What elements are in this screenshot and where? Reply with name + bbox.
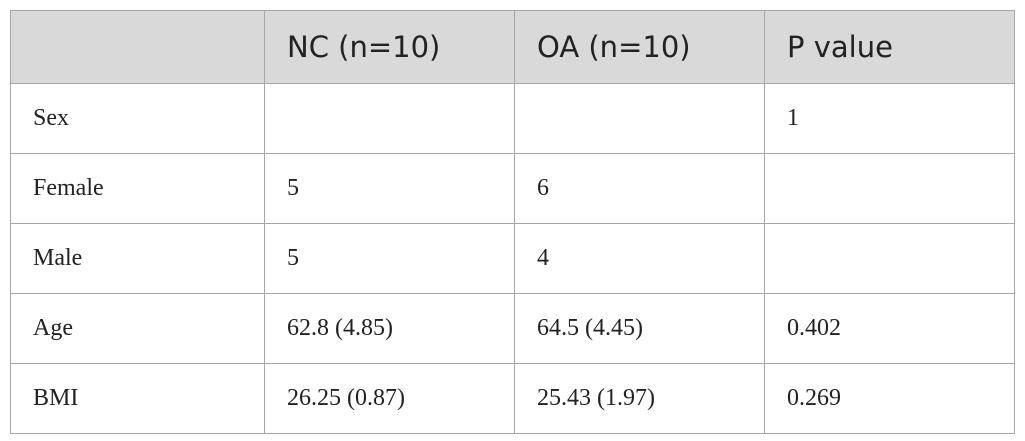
header-cell: P value: [764, 10, 1015, 84]
table-cell: 0.269: [764, 363, 1015, 434]
table-cell: 0.402: [764, 293, 1015, 364]
table-cell: 64.5 (4.45): [514, 293, 765, 364]
table-cell: 5: [264, 223, 515, 294]
table-cell: 62.8 (4.85): [264, 293, 515, 364]
table-cell: [514, 83, 765, 154]
row-label: Sex: [10, 83, 265, 154]
row-label: BMI: [10, 363, 265, 434]
table-cell: 5: [264, 153, 515, 224]
table-header: NC (n=10) OA (n=10) P value: [10, 10, 1015, 84]
data-table: NC (n=10) OA (n=10) P value Sex 1 Female 5 6 Ma…: [10, 10, 1015, 434]
table-row: Male 5 4: [10, 223, 1015, 294]
header-row: NC (n=10) OA (n=10) P value: [10, 10, 1015, 84]
table-cell: 6: [514, 153, 765, 224]
header-cell: NC (n=10): [264, 10, 515, 84]
table-row: Age 62.8 (4.85) 64.5 (4.45) 0.402: [10, 293, 1015, 364]
table-cell: 4: [514, 223, 765, 294]
row-label: Female: [10, 153, 265, 224]
table-cell: 1: [764, 83, 1015, 154]
table-row: BMI 26.25 (0.87) 25.43 (1.97) 0.269: [10, 363, 1015, 434]
table-row: Female 5 6: [10, 153, 1015, 224]
header-cell: [10, 10, 265, 84]
row-label: Age: [10, 293, 265, 364]
table-cell: 26.25 (0.87): [264, 363, 515, 434]
table-body: Sex 1 Female 5 6 Male 5 4 Age 62.8 (4.85) 64.5 (4.…: [10, 83, 1015, 434]
table-cell: [264, 83, 515, 154]
table-cell: 25.43 (1.97): [514, 363, 765, 434]
row-label: Male: [10, 223, 265, 294]
table-cell: [764, 153, 1015, 224]
header-cell: OA (n=10): [514, 10, 765, 84]
table-row: Sex 1: [10, 83, 1015, 154]
table-cell: [764, 223, 1015, 294]
